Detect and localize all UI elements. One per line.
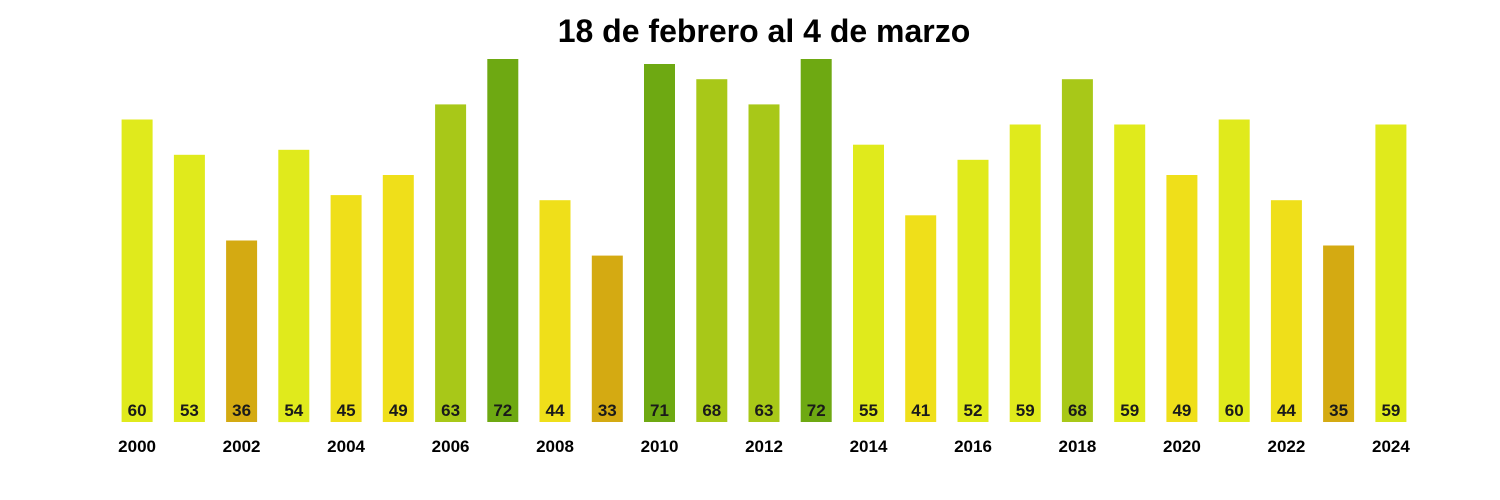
bar-2000	[121, 119, 153, 422]
x-tick-label-2004: 2004	[327, 437, 365, 456]
bar-2019	[1114, 124, 1146, 422]
bar-value-label-2019: 59	[1120, 401, 1139, 420]
bar-2013	[800, 59, 832, 422]
bar-2007	[487, 59, 519, 422]
bar-value-label-2005: 49	[389, 401, 408, 420]
bar-2015	[905, 215, 937, 422]
bar-2001	[173, 154, 205, 423]
bar-2020	[1166, 175, 1198, 422]
bar-value-label-2010: 71	[650, 401, 669, 420]
bar-2017	[1009, 124, 1041, 422]
bar-value-label-2004: 45	[337, 401, 356, 420]
bar-2004	[330, 195, 362, 422]
bar-value-labels: 60 53 36 54 45 49 63 72 44 33 71 68 63 72 55 41 52 59 68 59…	[128, 401, 1401, 420]
bar-2003	[278, 149, 310, 423]
x-tick-label-2006: 2006	[432, 437, 470, 456]
x-tick-label-2014: 2014	[850, 437, 888, 456]
bar-2016	[957, 159, 989, 423]
bar-2024	[1375, 124, 1407, 422]
bar-value-label-2015: 41	[911, 401, 930, 420]
bar-value-label-2013: 72	[807, 401, 826, 420]
bar-value-label-2003: 54	[284, 401, 303, 420]
bar-2008	[539, 200, 571, 422]
bar-value-label-2001: 53	[180, 401, 199, 420]
x-tick-label-2016: 2016	[954, 437, 992, 456]
bar-value-label-2011: 68	[702, 401, 721, 420]
bar-value-label-2009: 33	[598, 401, 617, 420]
bar-value-label-2012: 63	[755, 401, 774, 420]
bar-value-label-2002: 36	[232, 401, 251, 420]
bar-2012	[748, 104, 780, 423]
bar-2018	[1061, 79, 1093, 422]
bar-2005	[382, 175, 414, 422]
x-tick-label-2022: 2022	[1267, 437, 1305, 456]
bar-2009	[591, 255, 623, 422]
x-tick-label-2008: 2008	[536, 437, 574, 456]
bar-2010	[644, 64, 675, 422]
bar-value-label-2007: 72	[493, 401, 512, 420]
x-tick-label-2012: 2012	[745, 437, 783, 456]
bar-value-label-2024: 59	[1381, 401, 1400, 420]
chart-title: 18 de febrero al 4 de marzo	[558, 13, 971, 49]
bar-value-label-2000: 60	[128, 401, 147, 420]
x-tick-label-2000: 2000	[118, 437, 156, 456]
bar-value-label-2006: 63	[441, 401, 460, 420]
bar-value-label-2016: 52	[964, 401, 983, 420]
bar-value-label-2018: 68	[1068, 401, 1087, 420]
bar-value-label-2017: 59	[1016, 401, 1035, 420]
bar-value-label-2022: 44	[1277, 401, 1296, 420]
bar-value-label-2008: 44	[546, 401, 565, 420]
bar-2002	[226, 240, 258, 422]
bar-value-label-2023: 35	[1329, 401, 1348, 420]
bar-value-label-2021: 60	[1225, 401, 1244, 420]
x-tick-label-2010: 2010	[641, 437, 679, 456]
x-tick-label-2020: 2020	[1163, 437, 1201, 456]
x-axis-tick-labels: 2000 2002 2004 2006 2008 2010 2012 2014 2016 2018…	[118, 437, 1410, 456]
bar-2023	[1323, 245, 1355, 422]
bar-2014	[853, 144, 884, 422]
bar-value-label-2014: 55	[859, 401, 878, 420]
x-tick-label-2018: 2018	[1058, 437, 1096, 456]
bar-value-label-2020: 49	[1172, 401, 1191, 420]
bar-2021	[1218, 119, 1250, 422]
bar-2006	[435, 104, 467, 423]
bars-group	[121, 59, 1407, 423]
x-tick-label-2002: 2002	[223, 437, 261, 456]
bar-2011	[696, 79, 728, 422]
x-tick-label-2024: 2024	[1372, 437, 1410, 456]
bar-2022	[1270, 200, 1302, 422]
